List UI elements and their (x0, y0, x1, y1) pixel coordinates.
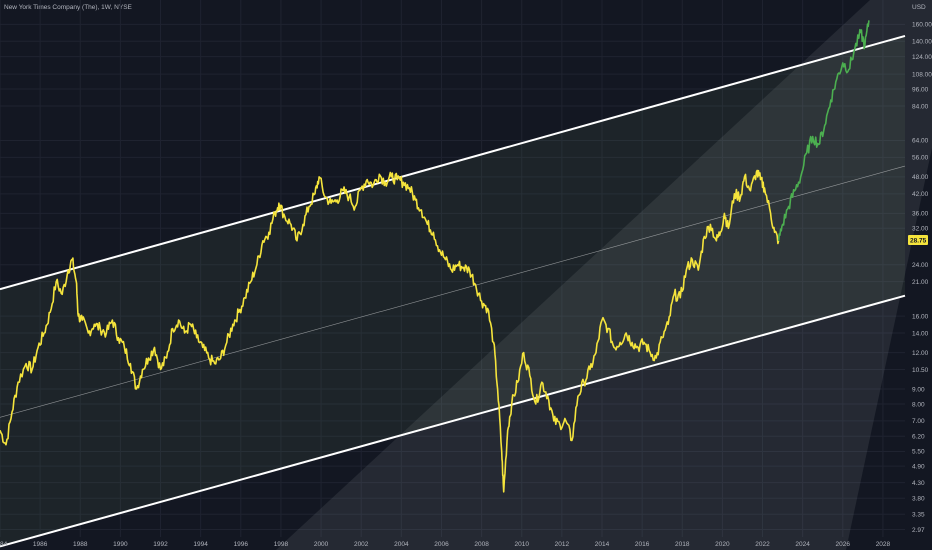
y-tick-label: 96.00 (912, 86, 929, 93)
x-tick-label: 2012 (555, 541, 570, 548)
chart-grid (0, 0, 905, 537)
x-tick-label: 2008 (474, 541, 489, 548)
y-tick-label: 3.80 (912, 496, 925, 503)
x-tick-label: 1990 (113, 541, 128, 548)
price-series (0, 20, 870, 493)
y-tick-label: 10.50 (912, 367, 929, 374)
x-tick-label: 1988 (73, 541, 88, 548)
y-tick-label: 8.00 (912, 401, 925, 408)
y-tick-label: 2.97 (912, 527, 925, 534)
y-tick-label: 12.00 (912, 350, 929, 357)
time-axis[interactable]: 84 1986 1988 1990 1992 1994 1996 1998 2000 2002 20… (0, 541, 891, 548)
price-tag-bg (908, 235, 928, 245)
chart-title: New York Times Company (The), 1W, NYSE (4, 4, 132, 11)
y-tick-label: 21.00 (912, 279, 929, 286)
price-tag-value: 28.75 (910, 238, 927, 245)
channel-fill (0, 35, 905, 547)
series-line-history (0, 169, 780, 493)
y-tick-label: 4.90 (912, 463, 925, 470)
y-tick-label: 4.30 (912, 480, 925, 487)
x-tick-label: 2002 (354, 541, 369, 548)
x-tick-label: 2000 (314, 541, 329, 548)
x-tick-label: 1992 (153, 541, 168, 548)
x-tick-label: 1996 (234, 541, 249, 548)
y-tick-label: 42.00 (912, 191, 929, 198)
x-tick-label: 2004 (394, 541, 409, 548)
y-tick-label: 36.00 (912, 211, 929, 218)
y-tick-label: 140.00 (912, 39, 932, 46)
x-tick-label: 2020 (715, 541, 730, 548)
x-tick-label: 2010 (514, 541, 529, 548)
x-tick-label: 2016 (635, 541, 650, 548)
y-tick-label: 124.00 (912, 54, 932, 61)
y-tick-label: 64.00 (912, 138, 929, 145)
y-tick-label: 48.00 (912, 174, 929, 181)
y-tick-label: 3.35 (912, 512, 925, 519)
x-tick-label: 2014 (595, 541, 610, 548)
y-tick-label: 32.00 (912, 226, 929, 233)
series-line-recent (777, 20, 870, 241)
channel-lower-line (0, 294, 906, 548)
x-tick-label: 2026 (836, 541, 851, 548)
x-tick-label: 2028 (876, 541, 891, 548)
x-tick-label: 2006 (434, 541, 449, 548)
y-tick-label: 84.00 (912, 103, 929, 110)
x-tick-label: 2022 (755, 541, 770, 548)
x-tick-label: 84 (0, 541, 8, 548)
y-tick-label: 7.00 (912, 418, 925, 425)
y-tick-label: 24.00 (912, 262, 929, 269)
currency-label: USD (912, 4, 926, 11)
y-tick-label: 14.00 (912, 330, 929, 337)
y-tick-label: 5.50 (912, 449, 925, 456)
y-tick-label: 9.00 (912, 386, 925, 393)
regression-channel (0, 34, 906, 548)
x-tick-label: 2018 (675, 541, 690, 548)
y-tick-label: 160.00 (912, 22, 932, 29)
y-tick-label: 6.20 (912, 434, 925, 441)
current-price-tag: 28.75 (908, 235, 928, 245)
y-tick-label: 108.00 (912, 71, 932, 78)
x-tick-label: 1986 (33, 541, 48, 548)
secondary-band (276, 0, 932, 550)
y-tick-label: 16.00 (912, 313, 929, 320)
y-tick-label: 56.00 (912, 155, 929, 162)
price-axis[interactable]: 160.00 140.00 124.00 108.00 96.00 84.00 64.00 5… (912, 22, 932, 534)
channel-mid-line (0, 165, 906, 418)
x-tick-label: 2024 (795, 541, 810, 548)
x-tick-label: 1994 (193, 541, 208, 548)
x-tick-label: 1998 (274, 541, 289, 548)
channel-upper-line (0, 34, 906, 291)
